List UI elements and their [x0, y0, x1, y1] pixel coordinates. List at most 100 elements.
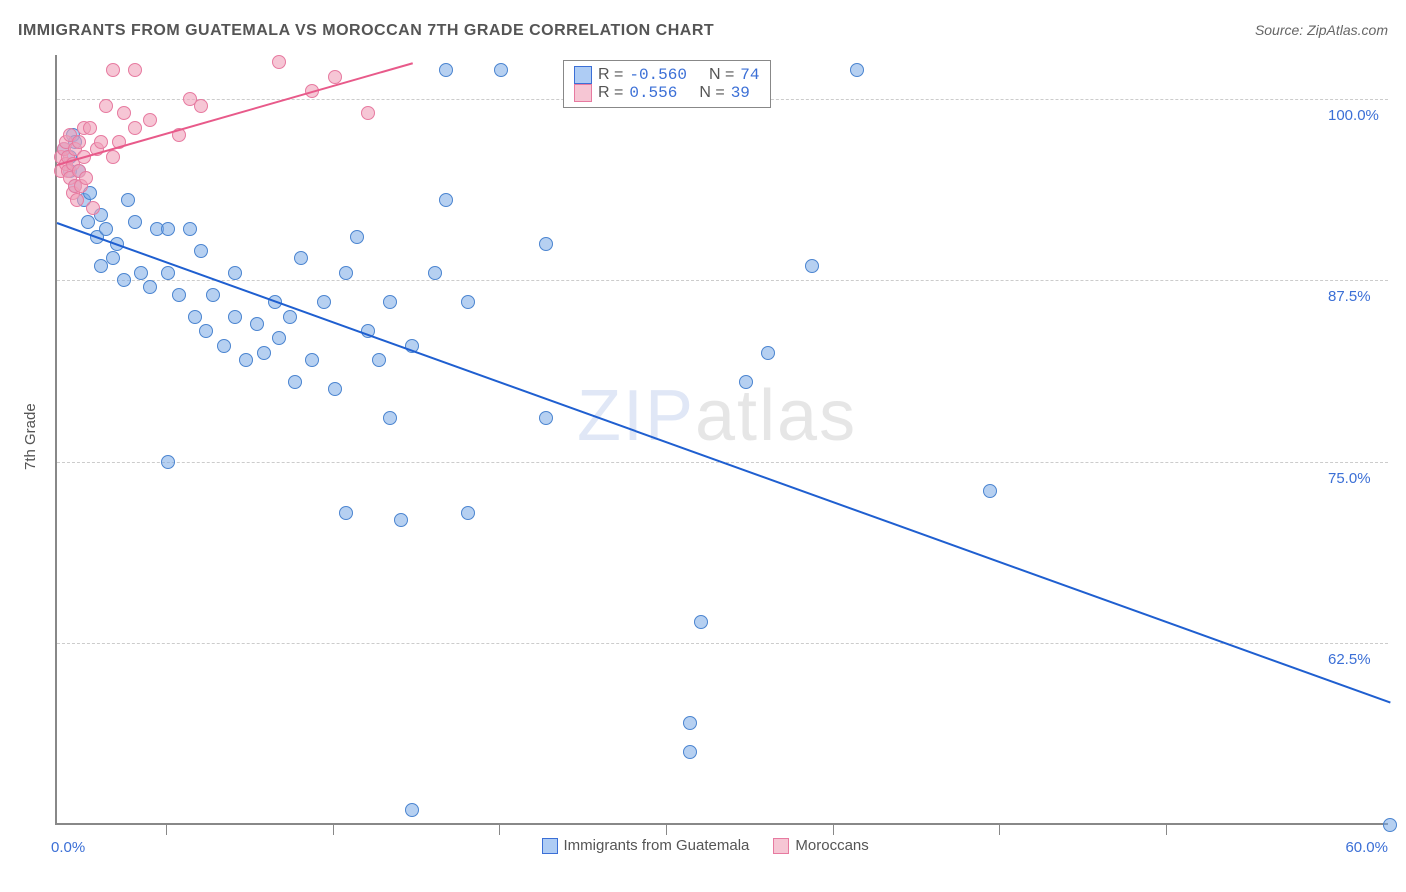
y-tick-label: 100.0% — [1328, 107, 1379, 124]
data-point-guatemala — [183, 222, 197, 236]
data-point-guatemala — [128, 215, 142, 229]
data-point-guatemala — [161, 455, 175, 469]
y-tick-label: 75.0% — [1328, 470, 1371, 487]
legend-swatch — [574, 84, 592, 102]
series-legend-item: Moroccans — [773, 837, 868, 854]
chart-container: IMMIGRANTS FROM GUATEMALA VS MOROCCAN 7T… — [0, 0, 1406, 892]
x-tick — [999, 825, 1000, 835]
data-point-guatemala — [328, 382, 342, 396]
data-point-moroccans — [70, 193, 84, 207]
correlation-legend: R =-0.560N =74R = 0.556N =39 — [563, 60, 771, 108]
data-point-moroccans — [83, 121, 97, 135]
r-label: R = — [598, 84, 623, 102]
watermark-part2: atlas — [695, 376, 857, 456]
series-legend-label: Moroccans — [795, 837, 868, 854]
data-point-guatemala — [461, 506, 475, 520]
y-tick-label: 62.5% — [1328, 651, 1371, 668]
x-tick — [1166, 825, 1167, 835]
data-point-guatemala — [739, 375, 753, 389]
x-tick — [833, 825, 834, 835]
data-point-guatemala — [134, 266, 148, 280]
data-point-guatemala — [117, 273, 131, 287]
r-value: 0.556 — [629, 84, 677, 102]
legend-swatch — [542, 838, 558, 854]
data-point-guatemala — [228, 266, 242, 280]
chart-title: IMMIGRANTS FROM GUATEMALA VS MOROCCAN 7T… — [18, 22, 714, 40]
watermark: ZIPatlas — [577, 375, 857, 457]
data-point-guatemala — [339, 266, 353, 280]
legend-row: R = 0.556N =39 — [574, 84, 760, 102]
data-point-moroccans — [117, 106, 131, 120]
series-legend-item: Immigrants from Guatemala — [542, 837, 750, 854]
data-point-guatemala — [317, 295, 331, 309]
data-point-guatemala — [106, 251, 120, 265]
data-point-guatemala — [239, 353, 253, 367]
x-tick — [166, 825, 167, 835]
x-tick — [666, 825, 667, 835]
data-point-guatemala — [439, 63, 453, 77]
data-point-guatemala — [217, 339, 231, 353]
data-point-guatemala — [1383, 818, 1397, 832]
data-point-moroccans — [128, 63, 142, 77]
data-point-moroccans — [361, 106, 375, 120]
data-point-moroccans — [272, 55, 286, 69]
data-point-moroccans — [194, 99, 208, 113]
data-point-guatemala — [383, 411, 397, 425]
data-point-guatemala — [805, 259, 819, 273]
data-point-guatemala — [161, 222, 175, 236]
data-point-moroccans — [99, 99, 113, 113]
data-point-guatemala — [405, 803, 419, 817]
y-axis-label: 7th Grade — [22, 403, 39, 470]
data-point-guatemala — [683, 716, 697, 730]
data-point-guatemala — [372, 353, 386, 367]
data-point-guatemala — [850, 63, 864, 77]
r-label: R = — [598, 66, 623, 84]
gridline — [57, 280, 1388, 281]
data-point-guatemala — [294, 251, 308, 265]
data-point-guatemala — [257, 346, 271, 360]
plot-area: ZIPatlas — [55, 55, 1388, 825]
gridline — [57, 643, 1388, 644]
data-point-guatemala — [194, 244, 208, 258]
data-point-guatemala — [161, 266, 175, 280]
data-point-guatemala — [383, 295, 397, 309]
data-point-guatemala — [494, 63, 508, 77]
y-tick-label: 87.5% — [1328, 288, 1371, 305]
data-point-guatemala — [228, 310, 242, 324]
data-point-guatemala — [99, 222, 113, 236]
data-point-guatemala — [394, 513, 408, 527]
x-tick — [333, 825, 334, 835]
data-point-guatemala — [683, 745, 697, 759]
legend-swatch — [773, 838, 789, 854]
data-point-moroccans — [143, 113, 157, 127]
data-point-moroccans — [94, 135, 108, 149]
x-max-label: 60.0% — [1345, 839, 1388, 856]
n-label: N = — [699, 84, 724, 102]
series-legend: Immigrants from Guatemala Moroccans — [542, 837, 869, 854]
data-point-guatemala — [188, 310, 202, 324]
data-point-moroccans — [106, 63, 120, 77]
data-point-moroccans — [106, 150, 120, 164]
data-point-moroccans — [86, 201, 100, 215]
data-point-guatemala — [272, 331, 286, 345]
r-value: -0.560 — [629, 66, 687, 84]
data-point-guatemala — [206, 288, 220, 302]
x-min-label: 0.0% — [51, 839, 85, 856]
data-point-moroccans — [128, 121, 142, 135]
data-point-guatemala — [288, 375, 302, 389]
data-point-moroccans — [328, 70, 342, 84]
data-point-guatemala — [694, 615, 708, 629]
data-point-guatemala — [761, 346, 775, 360]
n-label: N = — [709, 66, 734, 84]
legend-swatch — [574, 66, 592, 84]
data-point-guatemala — [350, 230, 364, 244]
data-point-guatemala — [143, 280, 157, 294]
trend-line-moroccans — [57, 62, 413, 166]
data-point-guatemala — [428, 266, 442, 280]
data-point-guatemala — [461, 295, 475, 309]
n-value: 74 — [740, 66, 759, 84]
data-point-guatemala — [539, 411, 553, 425]
data-point-guatemala — [305, 353, 319, 367]
data-point-guatemala — [283, 310, 297, 324]
data-point-guatemala — [172, 288, 186, 302]
